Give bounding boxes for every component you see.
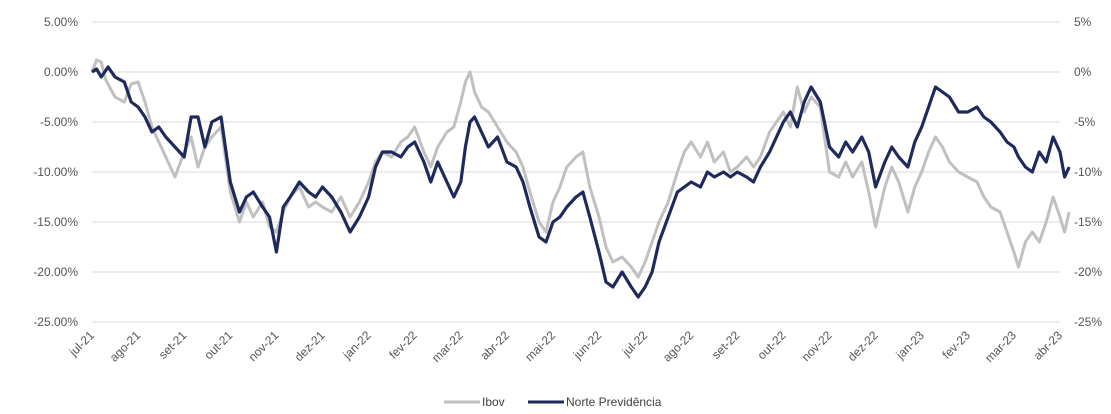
x-tick-label: abr-22	[478, 328, 513, 363]
series-line-norte-previd-ncia	[91, 65, 1071, 299]
y-tick-label-left: 0.00%	[44, 65, 78, 79]
series-lines	[90, 58, 1071, 299]
legend-label: Norte Previdência	[566, 395, 662, 409]
x-tick-label: mar-23	[982, 328, 1019, 365]
y-tick-label-left: -10.00%	[33, 165, 78, 179]
legend: Ibov Norte Previdência	[444, 395, 662, 409]
series-line-ibov	[90, 58, 1071, 279]
x-tick-label: jul-21	[66, 328, 98, 360]
y-tick-label-left: -5.00%	[40, 115, 78, 129]
y-tick-label-right: -10%	[1074, 165, 1102, 179]
y-tick-label-right: -15%	[1074, 215, 1102, 229]
y-tick-label-right: 5%	[1074, 15, 1092, 29]
x-tick-label: dez-21	[292, 328, 328, 364]
y-tick-label-left: -20.00%	[33, 265, 78, 279]
y-axis-right: 5% 0% -5% -10% -15% -20% -25%	[1074, 15, 1102, 329]
x-tick-label: mar-22	[429, 328, 466, 365]
x-tick-label: set-21	[156, 328, 190, 362]
y-tick-label-right: -20%	[1074, 265, 1102, 279]
x-tick-label: jan-23	[893, 328, 927, 362]
y-tick-label-right: -5%	[1074, 115, 1096, 129]
y-tick-label-left: -15.00%	[33, 215, 78, 229]
x-tick-label: jan-22	[339, 328, 373, 362]
y-axis-left: 5.00% 0.00% -5.00% -10.00% -15.00% -20.00% -25…	[33, 15, 78, 329]
x-tick-label: nov-21	[246, 328, 282, 364]
y-tick-label-left: 5.00%	[44, 15, 78, 29]
x-tick-label: abr-23	[1031, 328, 1066, 363]
x-tick-label: jul-22	[619, 328, 651, 360]
x-tick-label: jun-22	[570, 328, 604, 362]
x-tick-label: out-22	[755, 328, 789, 362]
legend-label: Ibov	[482, 395, 505, 409]
x-tick-label: fev-22	[386, 328, 420, 362]
y-tick-label-right: 0%	[1074, 65, 1092, 79]
x-tick-label: nov-22	[799, 328, 835, 364]
gridlines	[92, 21, 1060, 323]
x-tick-label: ago-21	[107, 328, 144, 365]
x-tick-label: fev-23	[939, 328, 973, 362]
y-tick-label-right: -25%	[1074, 315, 1102, 329]
x-tick-label: mai-22	[522, 328, 558, 364]
y-tick-label-left: -25.00%	[33, 315, 78, 329]
x-axis: jul-21 ago-21 set-21 out-21 nov-21 dez-21 jan-…	[66, 328, 1066, 365]
x-tick-label: set-22	[709, 328, 743, 362]
x-tick-label: out-21	[201, 328, 235, 362]
x-tick-label: dez-22	[845, 328, 881, 364]
x-tick-label: ago-22	[660, 328, 697, 365]
